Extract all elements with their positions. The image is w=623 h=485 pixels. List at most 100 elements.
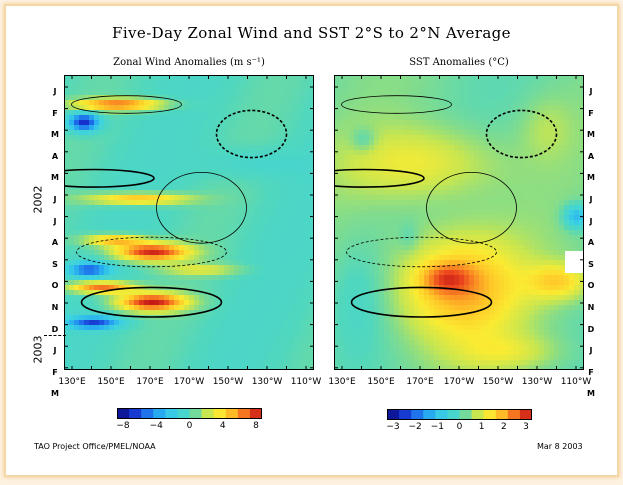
heatmap-cell	[404, 195, 410, 201]
heatmap-cell	[534, 125, 540, 131]
heatmap-cell	[339, 80, 345, 86]
heatmap-cell	[244, 335, 250, 341]
heatmap-cell	[154, 290, 160, 296]
heatmap-cell	[129, 330, 135, 336]
heatmap-cell	[369, 180, 375, 186]
heatmap-cell	[349, 205, 355, 211]
heatmap-cell	[234, 270, 240, 276]
heatmap-cell	[399, 245, 405, 251]
heatmap-cell	[89, 215, 95, 221]
heatmap-cell	[244, 265, 250, 271]
heatmap-cell	[204, 145, 210, 151]
heatmap-cell	[169, 170, 175, 176]
heatmap-cell	[299, 265, 305, 271]
heatmap-cell	[259, 330, 265, 336]
heatmap-cell	[389, 120, 395, 126]
heatmap-cell	[424, 220, 430, 226]
heatmap-cell	[154, 245, 160, 251]
heatmap-cell	[514, 80, 520, 86]
heatmap-cell	[189, 250, 195, 256]
heatmap-cell	[539, 255, 545, 261]
heatmap-cell	[114, 90, 120, 96]
heatmap-cell	[304, 110, 310, 116]
heatmap-cell	[574, 90, 580, 96]
heatmap-cell	[489, 85, 495, 91]
heatmap-cell	[139, 90, 145, 96]
heatmap-cell	[209, 150, 215, 156]
heatmap-cell	[559, 190, 565, 196]
heatmap-cell	[389, 80, 395, 86]
heatmap-cell	[374, 225, 380, 231]
heatmap-cell	[184, 360, 190, 366]
heatmap-cell	[284, 310, 290, 316]
heatmap-cell	[184, 210, 190, 216]
heatmap-cell	[89, 125, 95, 131]
heatmap-cell	[164, 250, 170, 256]
heatmap-cell	[79, 135, 85, 141]
heatmap-cell	[259, 120, 265, 126]
heatmap-cell	[349, 230, 355, 236]
heatmap-cell	[109, 145, 115, 151]
heatmap-cell	[509, 145, 515, 151]
heatmap-cell	[274, 205, 280, 211]
heatmap-cell	[249, 95, 255, 101]
heatmap-cell	[184, 215, 190, 221]
heatmap-cell	[469, 180, 475, 186]
heatmap-cell	[94, 155, 100, 161]
heatmap-cell	[284, 80, 290, 86]
heatmap-cell	[569, 130, 575, 136]
heatmap-cell	[564, 130, 570, 136]
heatmap-cell	[544, 165, 550, 171]
heatmap-cell	[399, 85, 405, 91]
heatmap-cell	[209, 90, 215, 96]
heatmap-cell	[299, 95, 305, 101]
heatmap-cell	[114, 325, 120, 331]
heatmap-cell	[474, 255, 480, 261]
heatmap-cell	[409, 220, 415, 226]
heatmap-cell	[494, 130, 500, 136]
heatmap-cell	[119, 140, 125, 146]
heatmap-cell	[139, 205, 145, 211]
heatmap-cell	[374, 195, 380, 201]
heatmap-cell	[144, 100, 150, 106]
heatmap-cell	[254, 220, 260, 226]
heatmap-cell	[534, 145, 540, 151]
heatmap-cell	[419, 210, 425, 216]
heatmap-cell	[84, 205, 90, 211]
heatmap-cell	[414, 135, 420, 141]
heatmap-cell	[184, 100, 190, 106]
heatmap-cell	[449, 115, 455, 121]
heatmap-cell	[294, 215, 300, 221]
heatmap-cell	[279, 230, 285, 236]
heatmap-cell	[479, 95, 485, 101]
heatmap-cell	[434, 220, 440, 226]
heatmap-cell	[564, 175, 570, 181]
heatmap-cell	[264, 240, 270, 246]
heatmap-cell	[479, 220, 485, 226]
heatmap-cell	[159, 170, 165, 176]
heatmap-cell	[379, 140, 385, 146]
heatmap-cell	[339, 90, 345, 96]
heatmap-cell	[109, 100, 115, 106]
heatmap-cell	[484, 225, 490, 231]
heatmap-cell	[439, 190, 445, 196]
heatmap-cell	[349, 185, 355, 191]
heatmap-cell	[244, 350, 250, 356]
heatmap-cell	[524, 145, 530, 151]
heatmap-cell	[84, 85, 90, 91]
heatmap-cell	[264, 145, 270, 151]
heatmap-cell	[194, 295, 200, 301]
heatmap-cell	[94, 250, 100, 256]
heatmap-cell	[254, 150, 260, 156]
heatmap-cell	[84, 230, 90, 236]
heatmap-cell	[359, 145, 365, 151]
heatmap-cell	[194, 200, 200, 206]
heatmap-cell	[264, 105, 270, 111]
heatmap-cell	[539, 160, 545, 166]
heatmap-cell	[94, 110, 100, 116]
heatmap-cell	[154, 350, 160, 356]
heatmap-cell	[464, 255, 470, 261]
heatmap-cell	[554, 145, 560, 151]
heatmap-cell	[209, 345, 215, 351]
heatmap-cell	[124, 175, 130, 181]
